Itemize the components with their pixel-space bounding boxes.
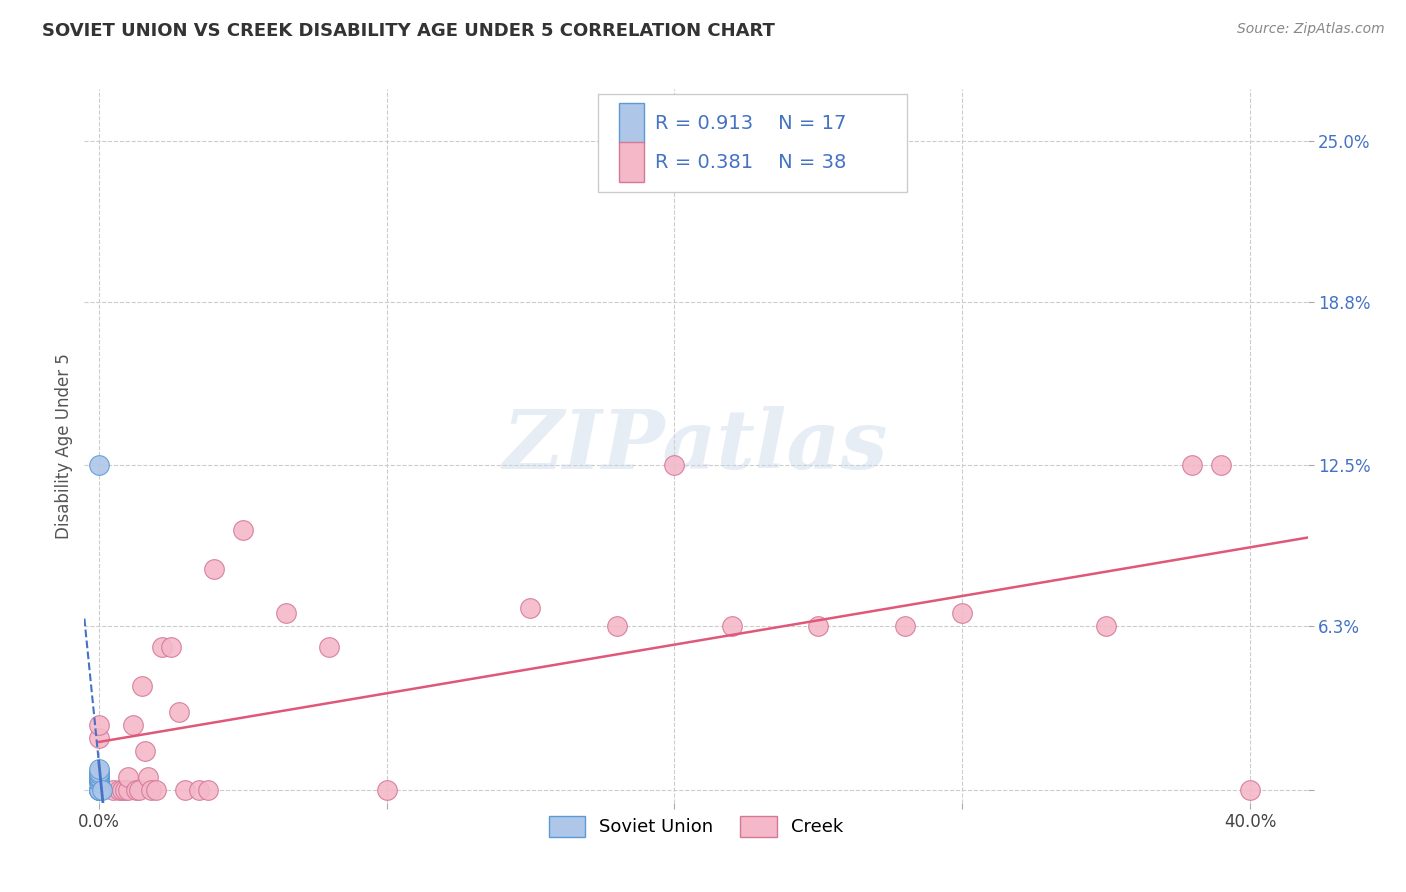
Point bbox=[87, 782, 110, 797]
Point bbox=[122, 718, 145, 732]
Point bbox=[87, 718, 110, 732]
Point bbox=[1095, 619, 1118, 633]
Point bbox=[87, 731, 110, 745]
Point bbox=[519, 601, 541, 615]
Point bbox=[117, 782, 139, 797]
Point bbox=[101, 782, 124, 797]
Text: Source: ZipAtlas.com: Source: ZipAtlas.com bbox=[1237, 22, 1385, 37]
Point bbox=[134, 744, 156, 758]
Point bbox=[169, 705, 191, 719]
Point bbox=[87, 782, 110, 797]
Point bbox=[87, 767, 110, 781]
Point bbox=[375, 782, 398, 797]
Point bbox=[114, 782, 136, 797]
Point bbox=[807, 619, 830, 633]
Point bbox=[87, 782, 110, 797]
Point bbox=[90, 782, 112, 797]
Point bbox=[87, 772, 110, 787]
Point bbox=[87, 458, 110, 473]
Point bbox=[87, 775, 110, 789]
Point bbox=[664, 458, 686, 473]
Point bbox=[87, 782, 110, 797]
Point bbox=[111, 782, 134, 797]
Point bbox=[232, 524, 254, 538]
Point bbox=[606, 619, 628, 633]
Point bbox=[197, 782, 219, 797]
Point bbox=[87, 770, 110, 784]
Point bbox=[87, 772, 110, 787]
Point bbox=[128, 782, 150, 797]
Point bbox=[125, 782, 148, 797]
Point bbox=[188, 782, 211, 797]
Text: ZIPatlas: ZIPatlas bbox=[503, 406, 889, 486]
Point bbox=[145, 782, 167, 797]
Legend: Soviet Union, Creek: Soviet Union, Creek bbox=[541, 808, 851, 844]
Point bbox=[1239, 782, 1261, 797]
Point bbox=[131, 679, 153, 693]
Point bbox=[87, 762, 110, 776]
Point bbox=[87, 770, 110, 784]
Point bbox=[87, 764, 110, 779]
Point bbox=[1211, 458, 1233, 473]
Point bbox=[87, 775, 110, 789]
Text: SOVIET UNION VS CREEK DISABILITY AGE UNDER 5 CORRELATION CHART: SOVIET UNION VS CREEK DISABILITY AGE UND… bbox=[42, 22, 775, 40]
Point bbox=[318, 640, 340, 654]
Point bbox=[87, 767, 110, 781]
Y-axis label: Disability Age Under 5: Disability Age Under 5 bbox=[55, 353, 73, 539]
Point bbox=[108, 782, 131, 797]
Point bbox=[136, 770, 159, 784]
Point bbox=[721, 619, 744, 633]
Point bbox=[893, 619, 915, 633]
Point bbox=[139, 782, 162, 797]
Text: R = 0.913    N = 17: R = 0.913 N = 17 bbox=[655, 113, 846, 133]
Point bbox=[159, 640, 181, 654]
Point bbox=[117, 770, 139, 784]
Point bbox=[174, 782, 197, 797]
Point bbox=[950, 607, 973, 621]
Text: R = 0.381    N = 38: R = 0.381 N = 38 bbox=[655, 153, 846, 172]
Point bbox=[87, 782, 110, 797]
Point bbox=[202, 562, 225, 576]
Point bbox=[150, 640, 173, 654]
Point bbox=[1181, 458, 1204, 473]
Point bbox=[274, 607, 297, 621]
